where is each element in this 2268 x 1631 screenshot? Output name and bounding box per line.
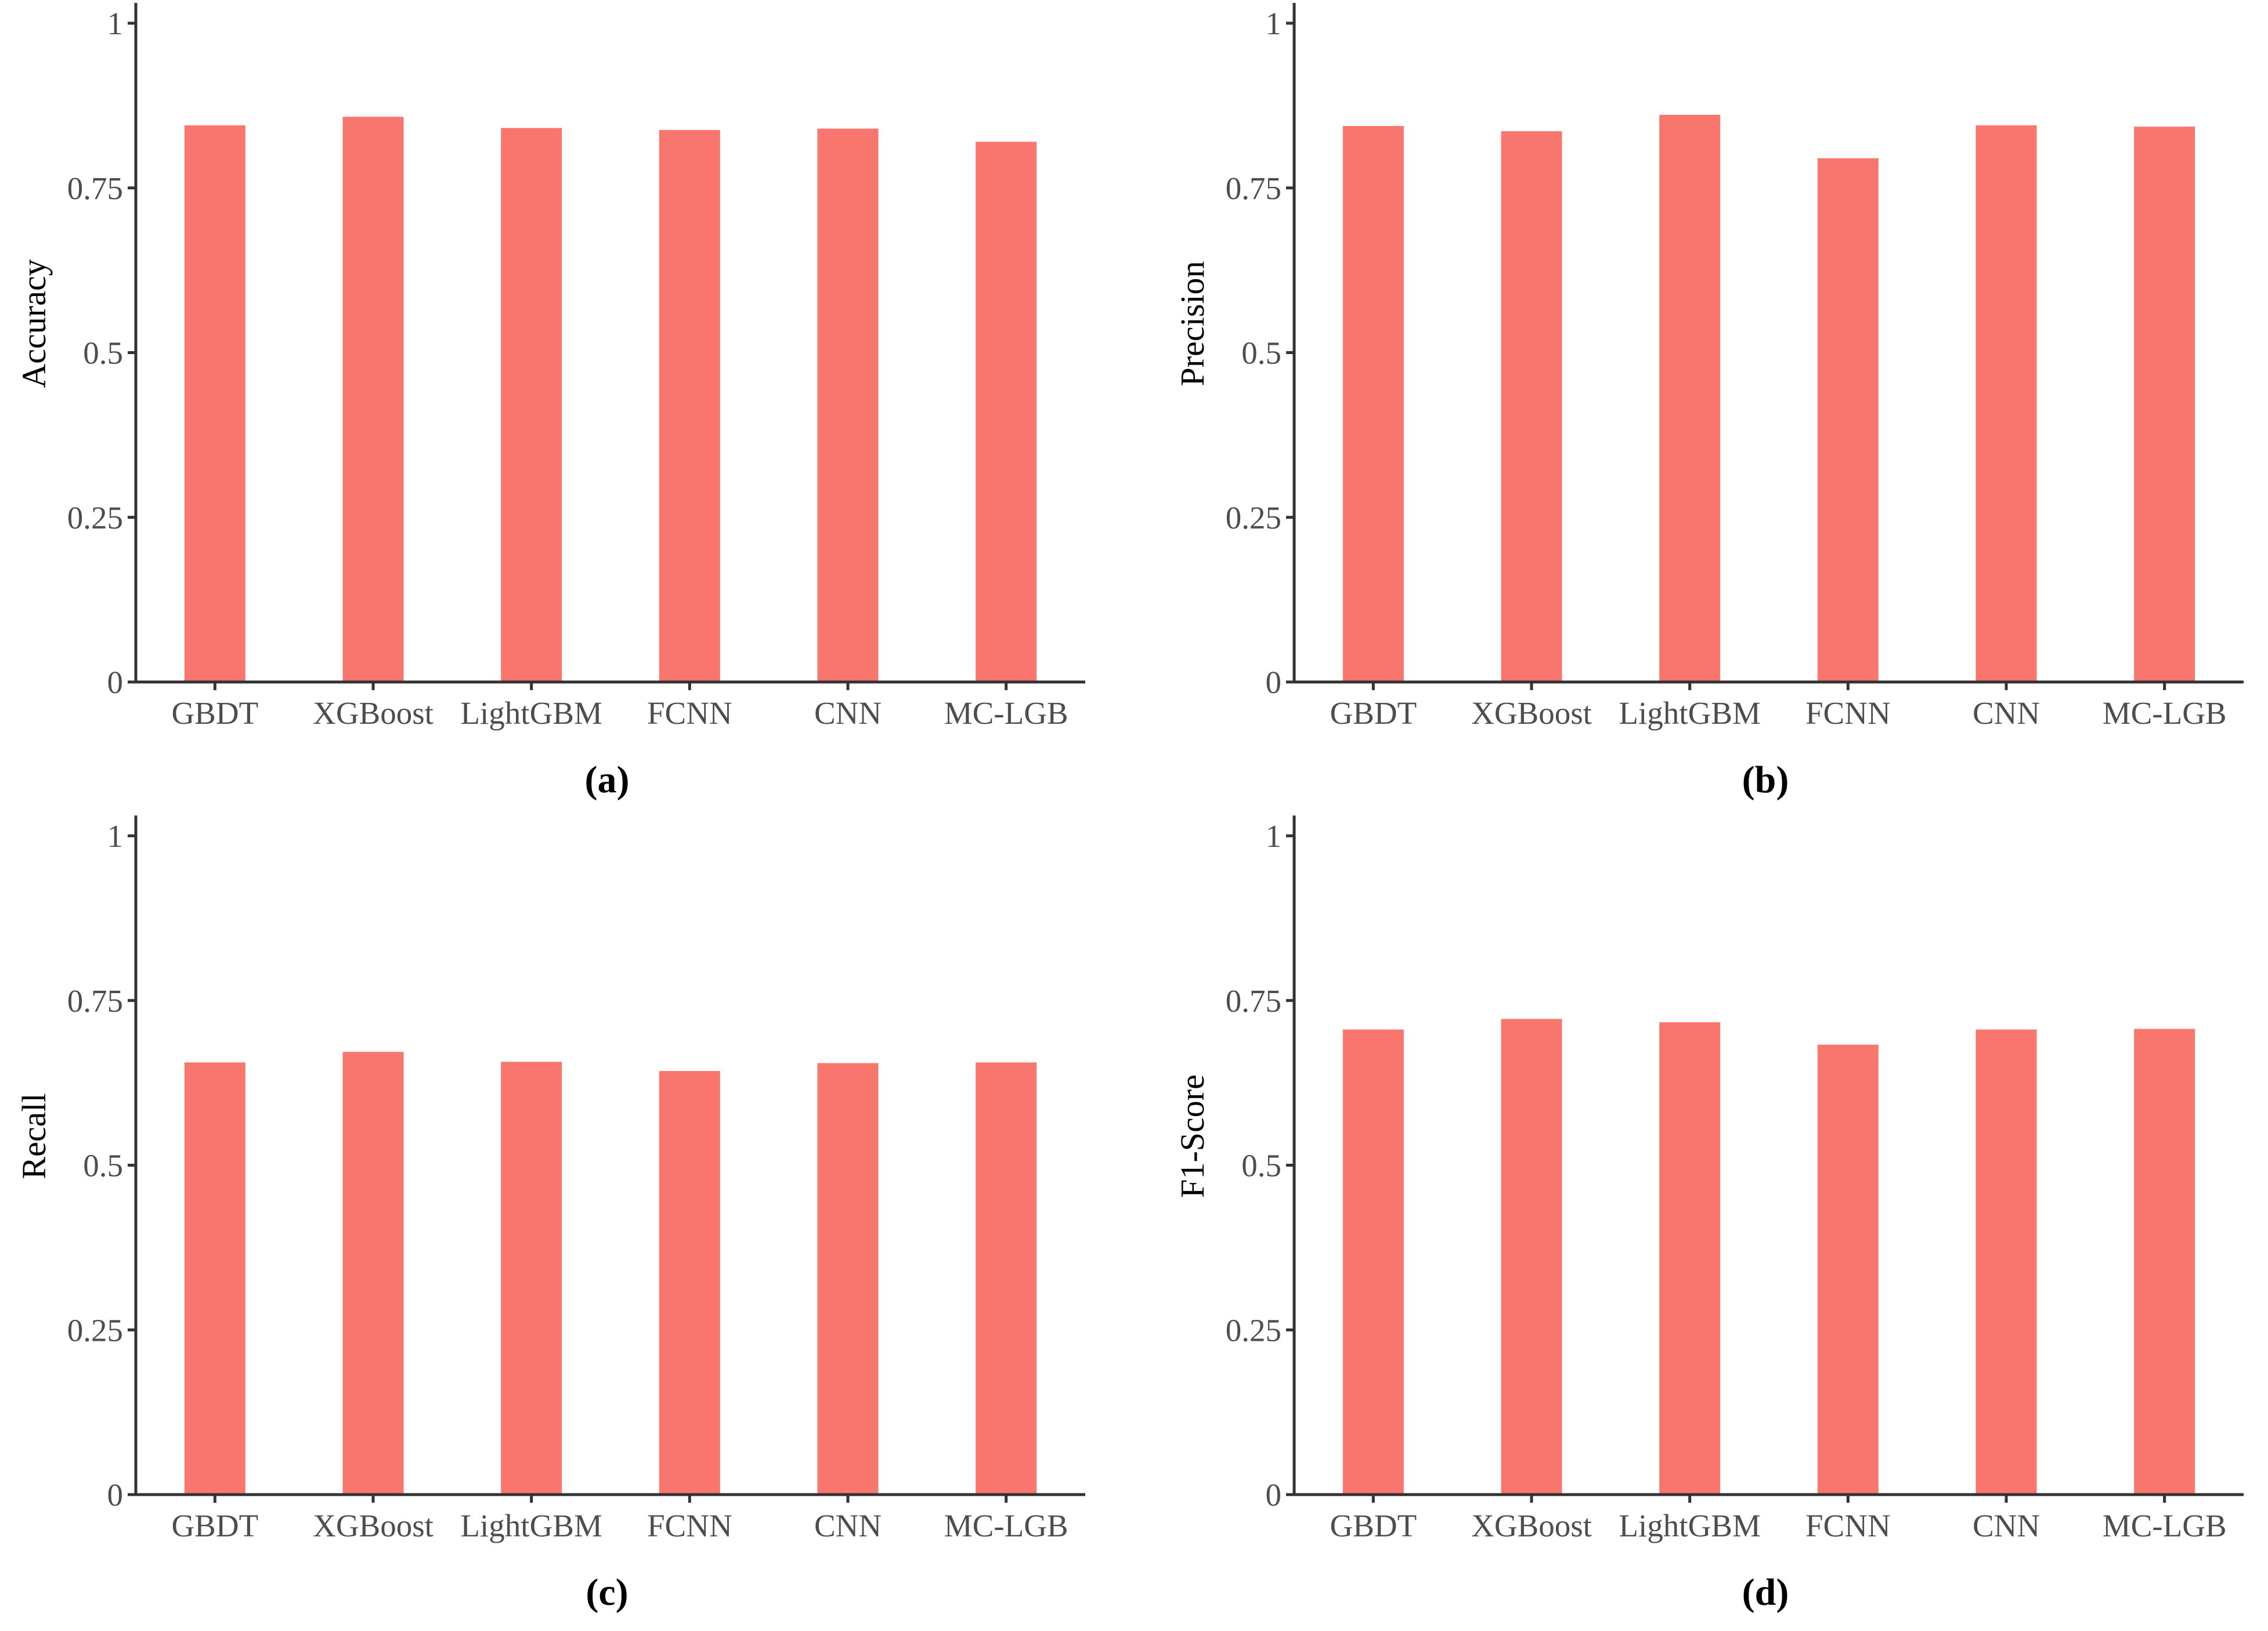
bar-lightgbm xyxy=(1659,1022,1721,1495)
bar-fcnn xyxy=(1817,158,1879,682)
panel-label: (a) xyxy=(585,759,630,801)
bar-xgboost xyxy=(1501,131,1562,683)
bar-mc-lgb xyxy=(976,1062,1037,1495)
bar-gbdt xyxy=(1342,1029,1404,1495)
y-tick-label: 1 xyxy=(107,818,124,854)
chart-panel-c: 0 0.25 0.5 0.75 1 GBDT XGBoost LightGBM FCNN CNN M… xyxy=(0,813,1134,1628)
chart-svg-a: 0 0.25 0.5 0.75 1 GBDT XGBoost LightGBM FCNN CNN M… xyxy=(15,3,1085,801)
y-tick-label: 1 xyxy=(107,6,124,41)
x-tick-label: LightGBM xyxy=(460,1508,602,1543)
chart-panel-a: 0 0.25 0.5 0.75 1 GBDT XGBoost LightGBM FCNN CNN M… xyxy=(0,0,1134,816)
x-tick-label: XGBoost xyxy=(313,1508,434,1543)
x-tick-label: XGBoost xyxy=(1471,695,1592,731)
y-axis-title: Precision xyxy=(1173,261,1211,387)
x-tick-label: FCNN xyxy=(1805,1508,1891,1543)
x-tick-label: MC-LGB xyxy=(944,1508,1068,1543)
y-tick-label: 0 xyxy=(1266,1477,1282,1513)
bar-lightgbm xyxy=(501,128,562,682)
x-tick-label: LightGBM xyxy=(1619,695,1760,731)
panel-label: (b) xyxy=(1742,759,1789,801)
chart-panel-b: 0 0.25 0.5 0.75 1 GBDT XGBoost LightGBM FCNN CNN M… xyxy=(1158,0,2268,816)
y-tick-label: 0.25 xyxy=(67,1312,123,1348)
x-tick-label: GBDT xyxy=(171,1508,258,1543)
bar-lightgbm xyxy=(501,1062,562,1495)
bar-fcnn xyxy=(1817,1044,1879,1495)
x-tick-label: FCNN xyxy=(647,695,732,731)
bar-fcnn xyxy=(659,1071,720,1495)
x-tick-label: GBDT xyxy=(171,695,258,731)
bar-cnn xyxy=(1976,1029,2037,1495)
bar-xgboost xyxy=(342,1052,404,1495)
x-tick-label: MC-LGB xyxy=(944,695,1068,731)
bar-fcnn xyxy=(659,129,720,682)
bar-mc-lgb xyxy=(2134,127,2195,682)
y-axis-title: F1-Score xyxy=(1173,1074,1211,1198)
y-tick-label: 0 xyxy=(107,665,124,700)
panel-label: (c) xyxy=(586,1571,628,1614)
panel-label: (d) xyxy=(1742,1571,1789,1614)
chart-svg-b: 0 0.25 0.5 0.75 1 GBDT XGBoost LightGBM FCNN CNN M… xyxy=(1173,3,2244,801)
y-tick-label: 0.75 xyxy=(1226,983,1281,1019)
x-tick-label: FCNN xyxy=(1805,695,1891,731)
x-tick-label: MC-LGB xyxy=(2103,695,2227,731)
bar-gbdt xyxy=(184,125,245,682)
x-tick-label: CNN xyxy=(1973,1508,2040,1543)
x-tick-label: MC-LGB xyxy=(2103,1508,2227,1543)
y-tick-label: 0.75 xyxy=(67,171,123,206)
y-tick-label: 1 xyxy=(1266,6,1282,41)
chart-svg-c: 0 0.25 0.5 0.75 1 GBDT XGBoost LightGBM FCNN CNN M… xyxy=(15,816,1085,1614)
x-tick-label: XGBoost xyxy=(313,695,434,731)
x-tick-label: CNN xyxy=(814,1508,882,1543)
bar-gbdt xyxy=(184,1062,245,1495)
y-tick-label: 0.5 xyxy=(1241,335,1281,371)
x-tick-label: XGBoost xyxy=(1471,1508,1592,1543)
y-tick-label: 0.25 xyxy=(1226,500,1281,535)
y-tick-label: 0.75 xyxy=(1226,171,1281,206)
chart-svg-d: 0 0.25 0.5 0.75 1 GBDT XGBoost LightGBM FCNN CNN M… xyxy=(1173,816,2244,1614)
y-tick-label: 0.25 xyxy=(67,500,123,535)
y-tick-label: 1 xyxy=(1266,818,1282,854)
x-tick-label: GBDT xyxy=(1330,1508,1417,1543)
y-tick-label: 0.5 xyxy=(83,1148,123,1183)
y-tick-label: 0 xyxy=(1266,665,1282,700)
bar-cnn xyxy=(1976,125,2037,682)
bar-xgboost xyxy=(342,117,404,682)
y-tick-label: 0 xyxy=(107,1477,124,1513)
bar-lightgbm xyxy=(1659,114,1721,683)
bar-cnn xyxy=(817,1063,879,1495)
x-tick-label: CNN xyxy=(814,695,882,731)
y-axis-title: Accuracy xyxy=(15,259,53,388)
x-tick-label: LightGBM xyxy=(1619,1508,1760,1543)
x-tick-label: LightGBM xyxy=(460,695,602,731)
y-tick-label: 0.5 xyxy=(83,335,123,371)
bar-mc-lgb xyxy=(976,142,1037,683)
x-tick-label: GBDT xyxy=(1330,695,1417,731)
y-tick-label: 0.5 xyxy=(1241,1148,1281,1183)
bar-xgboost xyxy=(1501,1019,1562,1495)
bar-gbdt xyxy=(1342,126,1404,683)
chart-panel-d: 0 0.25 0.5 0.75 1 GBDT XGBoost LightGBM FCNN CNN M… xyxy=(1158,813,2268,1628)
y-tick-label: 0.75 xyxy=(67,983,123,1019)
y-axis-title: Recall xyxy=(15,1093,53,1179)
x-tick-label: CNN xyxy=(1973,695,2040,731)
y-tick-label: 0.25 xyxy=(1226,1312,1281,1348)
bar-cnn xyxy=(817,128,879,683)
bar-mc-lgb xyxy=(2134,1029,2195,1495)
x-tick-label: FCNN xyxy=(647,1508,732,1543)
